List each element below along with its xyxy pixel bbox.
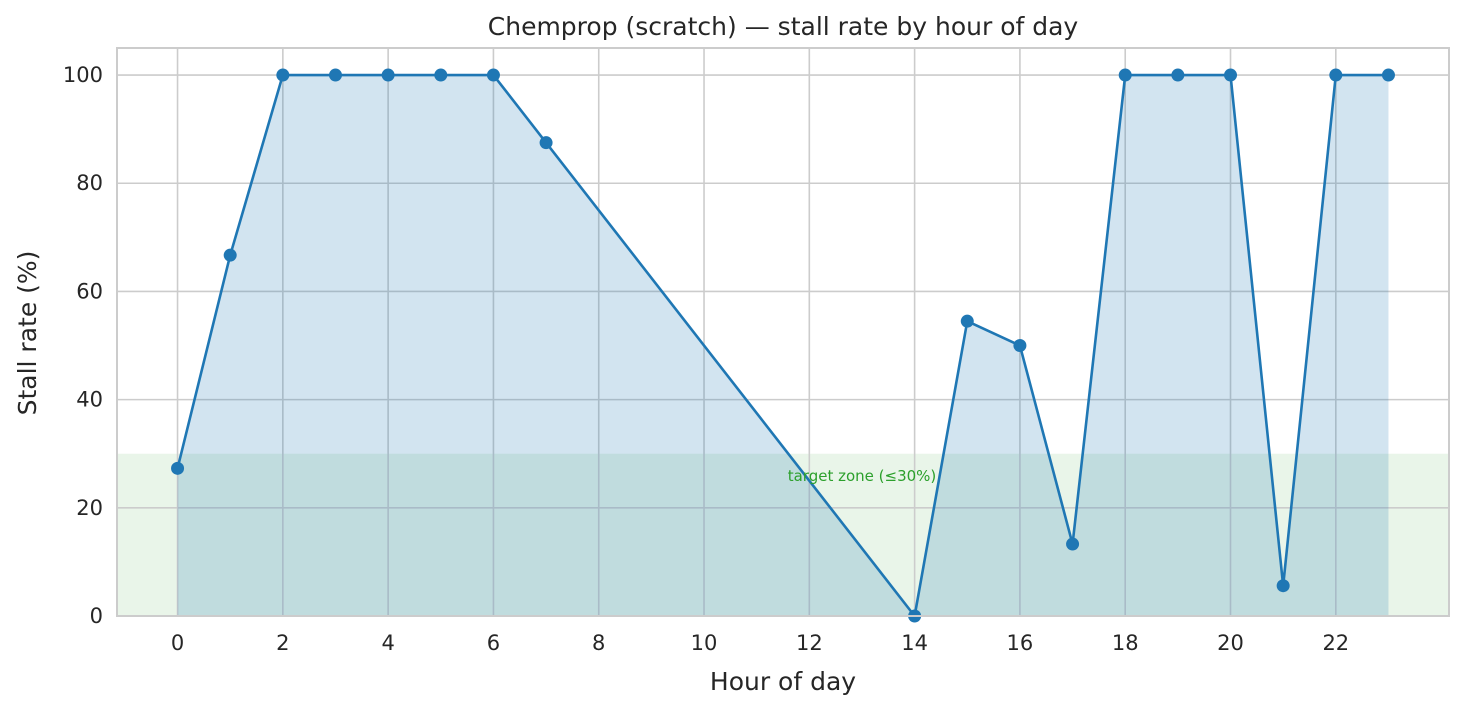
data-point [434,68,448,82]
x-tick-label: 8 [592,631,605,655]
x-tick-label: 14 [901,631,928,655]
x-tick-label: 12 [796,631,823,655]
y-tick-label: 80 [76,171,103,195]
x-tick-label: 22 [1322,631,1349,655]
data-point [1329,68,1343,82]
plot-frame [116,47,1450,617]
series-line [176,73,1389,618]
data-point [1066,537,1080,551]
data-point [223,248,237,262]
x-tick-label: 6 [487,631,500,655]
x-axis-label: Hour of day [710,667,856,696]
data-point [1381,68,1395,82]
y-tick-label: 0 [90,604,103,628]
y-tick-label: 60 [76,279,103,303]
x-tick-label: 18 [1112,631,1139,655]
data-point [1171,68,1185,82]
data-point [328,68,342,82]
target-zone-band [117,453,1449,616]
x-tick-label: 10 [691,631,718,655]
data-point [1013,339,1027,353]
target-zone-label: target zone (≤30%) [788,467,937,485]
data-point [1276,579,1290,593]
data-point [486,68,500,82]
data-point [276,68,290,82]
y-tick-label: 20 [76,496,103,520]
data-point [539,136,553,150]
series-area-fill [177,75,1389,617]
x-tick-label: 4 [381,631,394,655]
x-tick-label: 16 [1007,631,1034,655]
x-tick-label: 20 [1217,631,1244,655]
y-tick-label: 40 [76,388,103,412]
chart-title: Chemprop (scratch) — stall rate by hour … [488,12,1079,41]
y-axis-label: Stall rate (%) [13,251,42,416]
x-tick-label: 0 [171,631,184,655]
data-point [960,314,974,328]
data-point [1118,68,1132,82]
x-tick-label: 2 [276,631,289,655]
data-point [381,68,395,82]
data-point [1224,68,1238,82]
data-point [171,461,185,475]
y-tick-label: 100 [63,63,103,87]
